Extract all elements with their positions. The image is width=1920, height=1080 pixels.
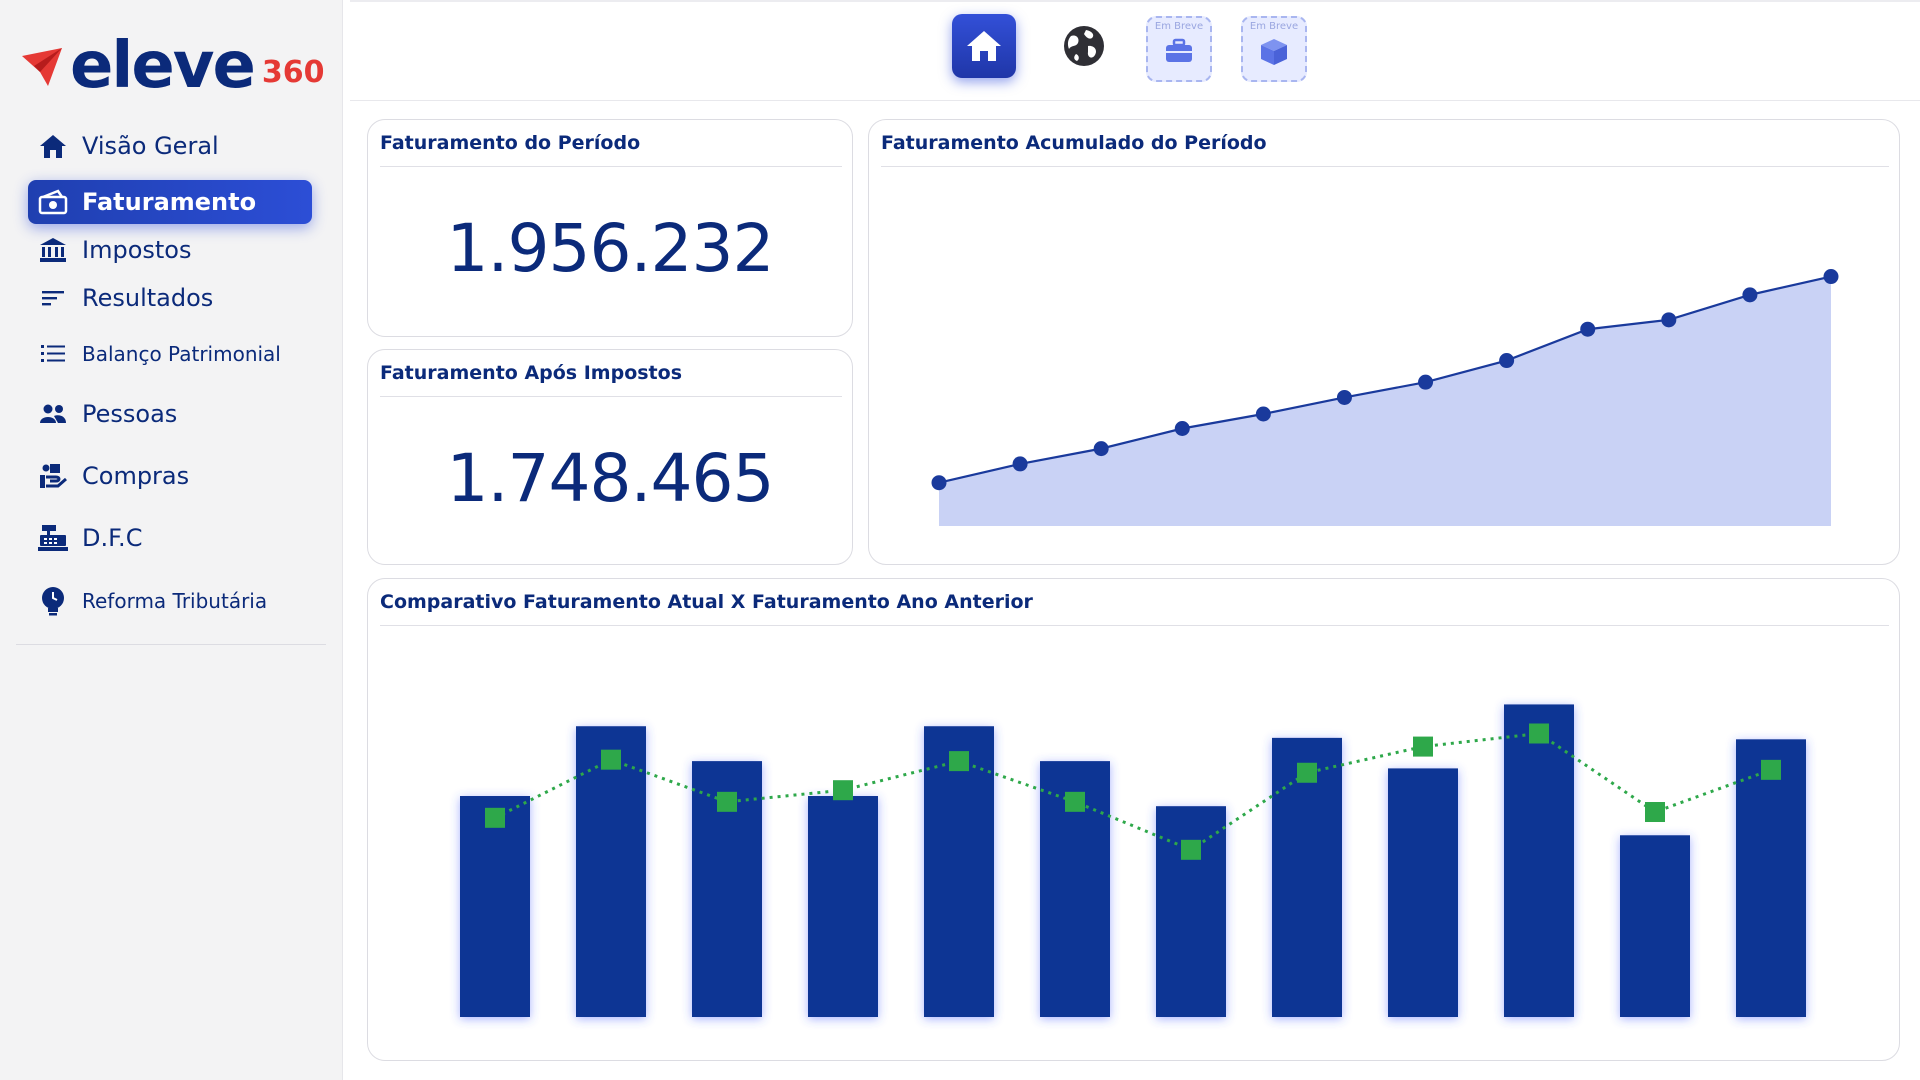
paper-plane-logo-icon	[22, 48, 62, 86]
cube-coming-soon-button[interactable]: Em Breve	[1241, 16, 1307, 82]
data-point	[1499, 353, 1515, 369]
sidebar-item-label: Faturamento	[82, 188, 257, 216]
line-marker	[1413, 736, 1433, 757]
line-marker	[1297, 762, 1317, 783]
people-icon	[38, 399, 68, 429]
line-marker	[485, 807, 505, 828]
sidebar-item-compras[interactable]: Compras	[28, 454, 312, 498]
card-title: Faturamento Após Impostos	[380, 362, 683, 384]
home-button[interactable]	[952, 14, 1016, 78]
brand-logo[interactable]: eleve 360	[20, 29, 325, 103]
bar	[1736, 739, 1806, 1017]
card-title: Faturamento Acumulado do Período	[881, 132, 1267, 154]
bar	[808, 796, 878, 1017]
sidebar-item-label: Impostos	[82, 236, 192, 264]
card-divider	[380, 625, 1889, 626]
card-title: Comparativo Faturamento Atual X Faturame…	[380, 591, 1033, 613]
bar	[1156, 806, 1226, 1017]
globe-button[interactable]	[1052, 14, 1116, 78]
data-point	[1823, 269, 1839, 285]
sidebar-item-reforma-tributaria[interactable]: Reforma Tributária	[28, 579, 312, 623]
area-fill	[939, 276, 1831, 526]
briefcase-icon	[1166, 38, 1192, 62]
cumulative-area-chart	[931, 269, 1839, 526]
lightbulb-icon	[38, 586, 68, 616]
line-marker	[1181, 839, 1201, 860]
data-point	[1742, 287, 1758, 303]
bar	[1620, 835, 1690, 1017]
line-marker	[1645, 802, 1665, 823]
comparison-bar-line-chart	[460, 704, 1806, 1017]
data-point	[1418, 374, 1434, 390]
home-icon	[38, 131, 68, 161]
sidebar-item-label: Visão Geral	[82, 132, 219, 160]
bar	[1504, 704, 1574, 1017]
card-title: Faturamento do Período	[380, 132, 641, 154]
sidebar-item-label: Balanço Patrimonial	[82, 342, 281, 366]
bar	[460, 796, 530, 1017]
kpi-value: 1.748.465	[446, 440, 775, 517]
data-point	[1255, 406, 1271, 422]
data-point	[1580, 321, 1596, 337]
money-icon	[38, 187, 68, 217]
coming-soon-label: Em Breve	[1249, 21, 1299, 32]
line-marker	[1065, 791, 1085, 812]
kpi-card-faturamento-periodo: Faturamento do Período 1.956.232	[367, 119, 853, 337]
hand-box-icon	[38, 461, 68, 491]
bar	[1388, 768, 1458, 1017]
line-marker	[833, 780, 853, 801]
sidebar-item-label: D.F.C	[82, 524, 143, 552]
sidebar-item-faturamento[interactable]: Faturamento	[28, 180, 312, 224]
line-marker	[717, 791, 737, 812]
data-point	[1174, 421, 1190, 437]
data-point	[1012, 456, 1028, 472]
sidebar-item-label: Pessoas	[82, 400, 178, 428]
sidebar-item-impostos[interactable]: Impostos	[28, 228, 312, 272]
sidebar-item-pessoas[interactable]: Pessoas	[28, 392, 312, 436]
line-marker	[949, 751, 969, 772]
line-marker	[1529, 723, 1549, 744]
kpi-value: 1.956.232	[446, 210, 775, 287]
bar	[576, 726, 646, 1017]
card-divider	[380, 396, 842, 397]
chart-card-comparativo: Comparativo Faturamento Atual X Faturame…	[367, 578, 1900, 1061]
sidebar-item-resultados[interactable]: Resultados	[28, 276, 312, 320]
data-point	[931, 475, 947, 491]
briefcase-coming-soon-button[interactable]: Em Breve	[1146, 16, 1212, 82]
sidebar-item-label: Compras	[82, 462, 190, 490]
sidebar: eleve 360 Visão Geral Faturamento	[0, 0, 343, 1080]
area-line	[938, 275, 1832, 484]
globe-icon	[1064, 26, 1104, 66]
line-marker	[601, 749, 621, 770]
data-point	[1093, 441, 1109, 457]
sort-lines-icon	[38, 283, 68, 313]
data-point	[1336, 389, 1352, 405]
list-icon	[38, 339, 68, 369]
data-point	[1661, 312, 1677, 328]
line-marker	[1761, 759, 1781, 780]
bar	[1272, 737, 1342, 1017]
bank-icon	[38, 235, 68, 265]
sidebar-item-visao-geral[interactable]: Visão Geral	[28, 124, 312, 168]
brand-name: eleve	[70, 29, 256, 103]
bar	[924, 726, 994, 1017]
brand-suffix: 360	[261, 55, 325, 90]
coming-soon-label: Em Breve	[1154, 21, 1204, 32]
sidebar-item-dfc[interactable]: D.F.C	[28, 516, 312, 560]
kpi-card-faturamento-apos-impostos: Faturamento Após Impostos 1.748.465	[367, 349, 853, 565]
cash-register-icon	[38, 523, 68, 553]
previous-year-line	[494, 731, 1772, 852]
chart-card-faturamento-acumulado: Faturamento Acumulado do Período	[868, 119, 1900, 565]
top-toolbar: Em Breve Em Breve	[350, 0, 1920, 101]
home-icon	[967, 31, 1001, 61]
cube-icon	[1261, 39, 1287, 65]
sidebar-item-label: Resultados	[82, 284, 214, 312]
sidebar-item-label: Reforma Tributária	[82, 589, 268, 613]
card-divider	[881, 166, 1889, 167]
card-divider	[380, 166, 842, 167]
sidebar-divider	[16, 644, 326, 645]
sidebar-item-balanco-patrimonial[interactable]: Balanço Patrimonial	[28, 332, 312, 376]
